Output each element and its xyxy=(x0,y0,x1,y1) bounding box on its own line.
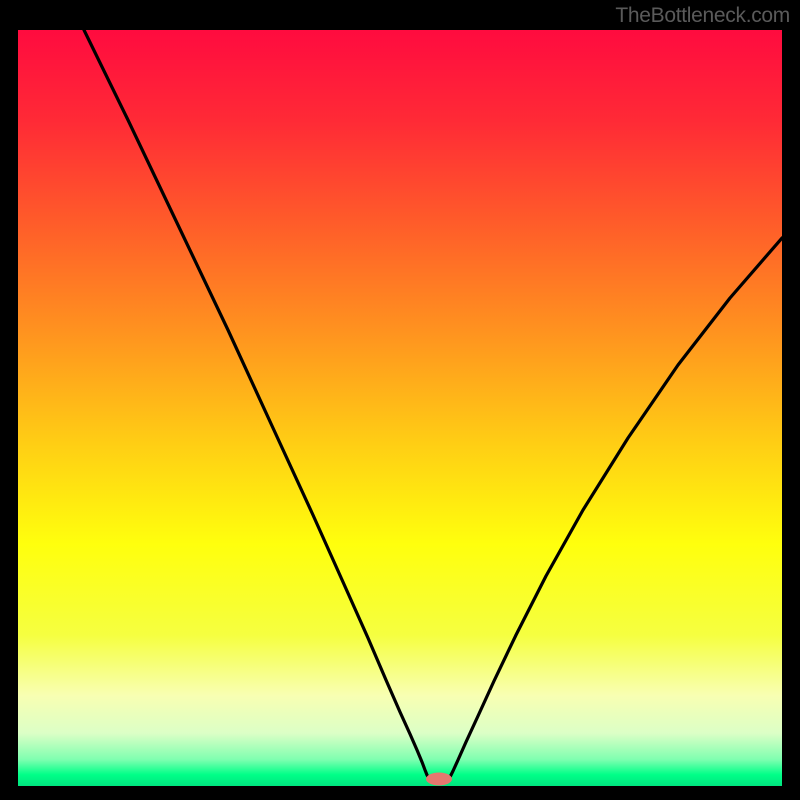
gradient-background xyxy=(18,30,782,786)
watermark-text: TheBottleneck.com xyxy=(615,4,790,28)
plot-area xyxy=(18,30,782,786)
chart-container: TheBottleneck.com xyxy=(0,0,800,800)
plot-svg xyxy=(18,30,782,786)
minimum-marker xyxy=(426,773,452,786)
